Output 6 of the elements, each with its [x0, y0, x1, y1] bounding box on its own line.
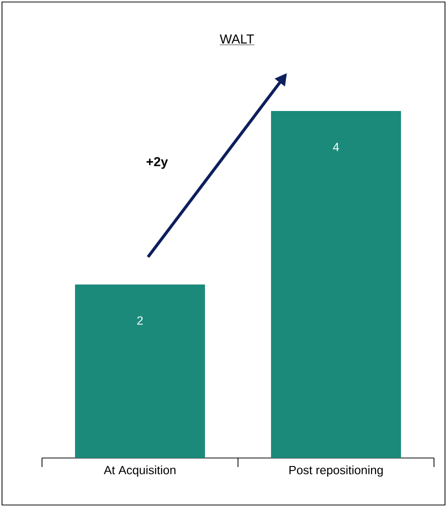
- data-label: 4: [332, 142, 339, 152]
- annotation: +2y: [146, 157, 168, 169]
- data-label: 2: [137, 316, 143, 325]
- chart-title: WALT: [220, 34, 254, 44]
- x-tick-label: At Acquisition: [104, 466, 176, 477]
- x-tick-label: Post repositioning: [289, 466, 383, 477]
